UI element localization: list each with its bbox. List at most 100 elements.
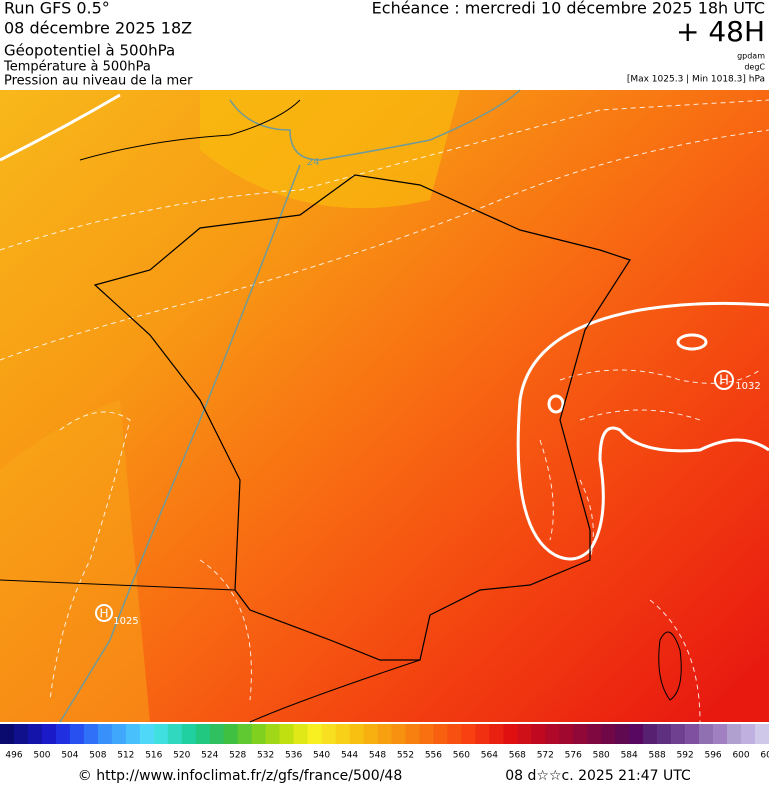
colorbar-label: 592 xyxy=(677,751,694,761)
high-symbol xyxy=(714,370,734,390)
colorbar-cell xyxy=(279,724,294,744)
field-1: Géopotentiel à 500hPa xyxy=(4,42,175,60)
forecast: Echéance : mercredi 10 décembre 2025 18h… xyxy=(372,0,765,18)
map: 24 H 1025 H 1032 xyxy=(0,89,769,723)
colorbar-cell xyxy=(461,724,476,744)
colorbar-cell xyxy=(475,724,490,744)
colorbar-cell xyxy=(55,724,71,744)
colorbar-cell xyxy=(251,724,266,744)
colorbar-cell xyxy=(377,724,392,744)
colorbar-cell xyxy=(181,724,197,744)
colorbar-cell xyxy=(391,724,406,744)
colorbar-cell xyxy=(349,724,364,744)
colorbar-cell xyxy=(363,724,378,744)
colorbar-label: 540 xyxy=(313,751,330,761)
colorbar-cell xyxy=(727,724,742,744)
header: Run GFS 0.5° 08 décembre 2025 18Z Géopot… xyxy=(3,0,765,89)
colorbar-label: 524 xyxy=(201,751,218,761)
colorbar-cell xyxy=(41,724,57,744)
colorbar-label: 576 xyxy=(565,751,582,761)
colorbar-label: 532 xyxy=(257,751,274,761)
colorbar-cell xyxy=(153,724,169,744)
high-symbol xyxy=(95,604,113,622)
isobar xyxy=(0,93,121,162)
colorbar-cell xyxy=(237,724,252,744)
colorbar-cell xyxy=(517,724,532,744)
colorbar-label: 504 xyxy=(61,751,78,761)
colorbar-cell xyxy=(419,724,434,744)
field-3: Pression au niveau de la mer xyxy=(4,74,193,89)
colorbar-cell xyxy=(741,724,756,744)
colorbar-label: 536 xyxy=(285,751,302,761)
temp-band xyxy=(200,90,460,209)
colorbar-cell xyxy=(335,724,350,744)
run-date: 08 décembre 2025 18Z xyxy=(4,19,192,38)
colorbar-cell xyxy=(601,724,616,744)
colorbar-label: 520 xyxy=(173,751,190,761)
high-label: H xyxy=(99,607,108,621)
footer-time: 08 d☆☆c. 2025 21:47 UTC xyxy=(505,768,691,784)
colorbar-label: 556 xyxy=(425,751,442,761)
colorbar-label: 508 xyxy=(89,751,106,761)
colorbar-cell xyxy=(125,724,141,744)
colorbar-label: 564 xyxy=(481,751,498,761)
colorbar-cell xyxy=(629,724,644,744)
colorbar-cell xyxy=(657,724,672,744)
colorbar-cell xyxy=(503,724,518,744)
colorbar-label: 512 xyxy=(117,751,134,761)
unit-2: degC xyxy=(744,63,765,72)
colorbar-cell xyxy=(111,724,127,744)
run: Run GFS 0.5° xyxy=(4,0,110,18)
high-label: H xyxy=(719,374,729,389)
colorbar-cell xyxy=(265,724,280,744)
lead: + 48H xyxy=(676,15,765,48)
temp-band xyxy=(0,400,150,722)
colorbar-cell xyxy=(139,724,155,744)
colorbar-cell xyxy=(447,724,462,744)
colorbar-cell xyxy=(195,724,211,744)
colorbar-cell xyxy=(97,724,113,744)
dashed-contour xyxy=(0,129,769,361)
colorbar-label: 580 xyxy=(593,751,610,761)
colorbar-label: 516 xyxy=(145,751,162,761)
isobar xyxy=(676,333,708,351)
high-value: 1025 xyxy=(113,616,138,627)
colorbar-cell xyxy=(223,724,238,744)
colorbar-cell xyxy=(643,724,658,744)
colorbar-label: 568 xyxy=(509,751,526,761)
colorbar-cell xyxy=(671,724,686,744)
colorbar-cell xyxy=(489,724,504,744)
unit-1: gpdam xyxy=(737,52,765,61)
pressure-range: [Max 1025.3 | Min 1018.3] hPa xyxy=(627,75,765,85)
colorbar-cell xyxy=(587,724,602,744)
colorbar-label: 584 xyxy=(621,751,638,761)
colorbar-cell xyxy=(0,724,15,744)
dashed-contour xyxy=(539,439,594,561)
colorbar-label: 552 xyxy=(397,751,414,761)
colorbar-cell xyxy=(405,724,420,744)
colorbar-cell xyxy=(293,724,308,744)
colorbar-cell xyxy=(545,724,560,744)
colorbar-label: 596 xyxy=(704,751,721,761)
high-value: 1032 xyxy=(735,381,760,392)
colorbar-cell xyxy=(531,724,546,744)
colorbar-cell xyxy=(713,724,728,744)
colorbar-cell xyxy=(69,724,85,744)
colorbar-label: 600 xyxy=(732,751,749,761)
colorbar-label: 496 xyxy=(5,751,22,761)
field-2: Température à 500hPa xyxy=(3,60,151,75)
colorbar-cell xyxy=(321,724,336,744)
colorbar-label: 528 xyxy=(229,751,246,761)
colorbar-label: 572 xyxy=(537,751,554,761)
colorbar-cell xyxy=(209,724,225,744)
colorbar-label: 500 xyxy=(33,751,50,761)
temp-label: 24 xyxy=(307,157,320,168)
colorbar-cell xyxy=(755,724,769,744)
colorbar-label: 548 xyxy=(369,751,386,761)
colorbar-cell xyxy=(27,724,43,744)
colorbar-cell xyxy=(615,724,630,744)
colorbar-cell xyxy=(559,724,574,744)
colorbar-cell xyxy=(13,724,29,744)
colorbar-label: 588 xyxy=(649,751,666,761)
dashed-contour xyxy=(49,411,131,701)
